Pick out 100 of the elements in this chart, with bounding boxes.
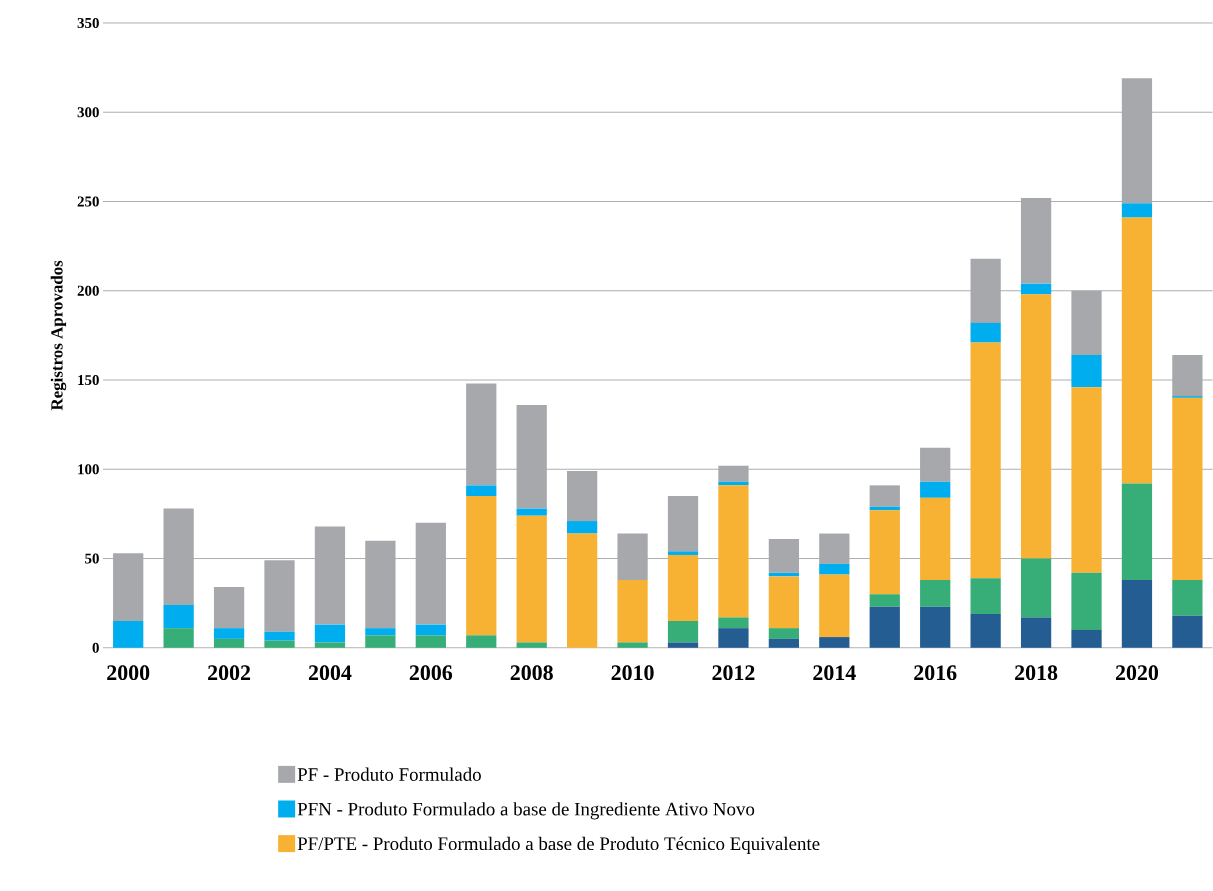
bar — [667, 555, 699, 622]
bar — [1172, 615, 1203, 648]
legend-label: PFN - Produto Formulado a base de Ingrediente Ativo Novo — [297, 802, 755, 820]
bar — [970, 258, 1001, 324]
bar — [466, 635, 497, 648]
bar — [264, 640, 295, 648]
bar — [667, 551, 699, 556]
bar — [819, 637, 850, 648]
bar — [1121, 217, 1153, 484]
x-tick-label: 2014 — [813, 665, 856, 681]
bar — [819, 564, 850, 575]
bar — [819, 574, 850, 638]
y-tick-label: 150 — [78, 375, 99, 386]
y-axis-title: Registros Aprovados — [50, 260, 67, 411]
bar — [415, 635, 446, 648]
bar — [718, 628, 749, 648]
bar — [920, 448, 951, 482]
bar — [1020, 294, 1052, 559]
x-tick-label: 2006 — [409, 665, 453, 681]
bar — [516, 405, 547, 509]
bar — [970, 614, 1001, 648]
bar — [213, 628, 245, 640]
bar — [718, 617, 749, 629]
bar — [1071, 630, 1102, 648]
bar — [667, 642, 699, 648]
x-tick-label: 2020 — [1115, 665, 1159, 681]
bar — [1172, 398, 1203, 581]
bar — [466, 485, 497, 497]
bar — [1121, 483, 1153, 581]
bar — [718, 485, 749, 618]
bar — [667, 621, 699, 643]
bar — [1020, 198, 1052, 284]
bar — [819, 533, 850, 565]
bar — [1172, 580, 1203, 616]
bar — [617, 580, 648, 643]
bar — [1020, 283, 1052, 295]
bar — [264, 560, 295, 632]
bar — [970, 342, 1001, 579]
y-tick-label: 100 — [78, 464, 99, 475]
bar — [314, 624, 346, 643]
bar — [567, 533, 598, 648]
bar — [466, 496, 497, 636]
x-tick-label: 2004 — [308, 665, 352, 681]
bar — [768, 539, 800, 573]
bar — [1071, 572, 1102, 631]
x-tick-label: 2018 — [1015, 665, 1058, 681]
bar — [163, 628, 194, 648]
bar — [920, 580, 951, 607]
y-tick-label: 250 — [77, 196, 99, 207]
x-tick-label: 2008 — [510, 665, 553, 681]
bar — [516, 642, 547, 648]
bar — [718, 465, 749, 482]
bar — [667, 496, 699, 552]
bar — [768, 628, 800, 640]
bar — [1020, 558, 1052, 618]
bar — [163, 605, 194, 629]
bar — [113, 621, 144, 648]
bar — [415, 624, 446, 636]
bar — [1071, 387, 1102, 573]
x-tick-label: 2002 — [208, 665, 251, 681]
y-tick-label: 350 — [77, 18, 99, 29]
bar — [920, 497, 951, 581]
x-tick-label: 2010 — [611, 665, 654, 681]
bar — [768, 639, 800, 648]
bar — [869, 485, 900, 507]
bar — [1121, 78, 1153, 204]
bar — [1172, 355, 1203, 397]
bar — [516, 508, 547, 516]
bar — [970, 578, 1001, 615]
bar — [920, 606, 951, 648]
x-tick-label: 2012 — [712, 665, 755, 681]
bar — [768, 576, 800, 629]
bar — [869, 594, 900, 607]
y-tick-label: 50 — [85, 553, 99, 564]
bar — [617, 642, 648, 648]
bar — [415, 522, 446, 625]
bar — [1121, 580, 1153, 648]
x-tick-label: 2016 — [914, 665, 957, 681]
bar — [264, 631, 295, 641]
y-tick-label: 300 — [77, 107, 99, 118]
bar — [213, 587, 245, 629]
bar — [970, 323, 1001, 343]
bar — [1071, 355, 1102, 388]
bar — [567, 471, 598, 522]
legend-label: PF/PTE - Produto Formulado a base de Produto Técnico Equivalente — [297, 836, 820, 855]
y-tick-label: 200 — [77, 285, 99, 296]
bar — [365, 540, 396, 629]
bar — [869, 606, 900, 648]
bar — [466, 383, 497, 486]
bar — [113, 553, 144, 622]
bar — [567, 521, 598, 534]
bar — [365, 635, 396, 648]
bar — [365, 628, 396, 636]
bar — [617, 533, 648, 581]
x-tick-label: 2000 — [107, 665, 150, 681]
bar — [1020, 617, 1052, 648]
bar — [163, 508, 194, 606]
bar — [920, 481, 951, 498]
bar — [869, 510, 900, 595]
bar — [213, 639, 245, 648]
